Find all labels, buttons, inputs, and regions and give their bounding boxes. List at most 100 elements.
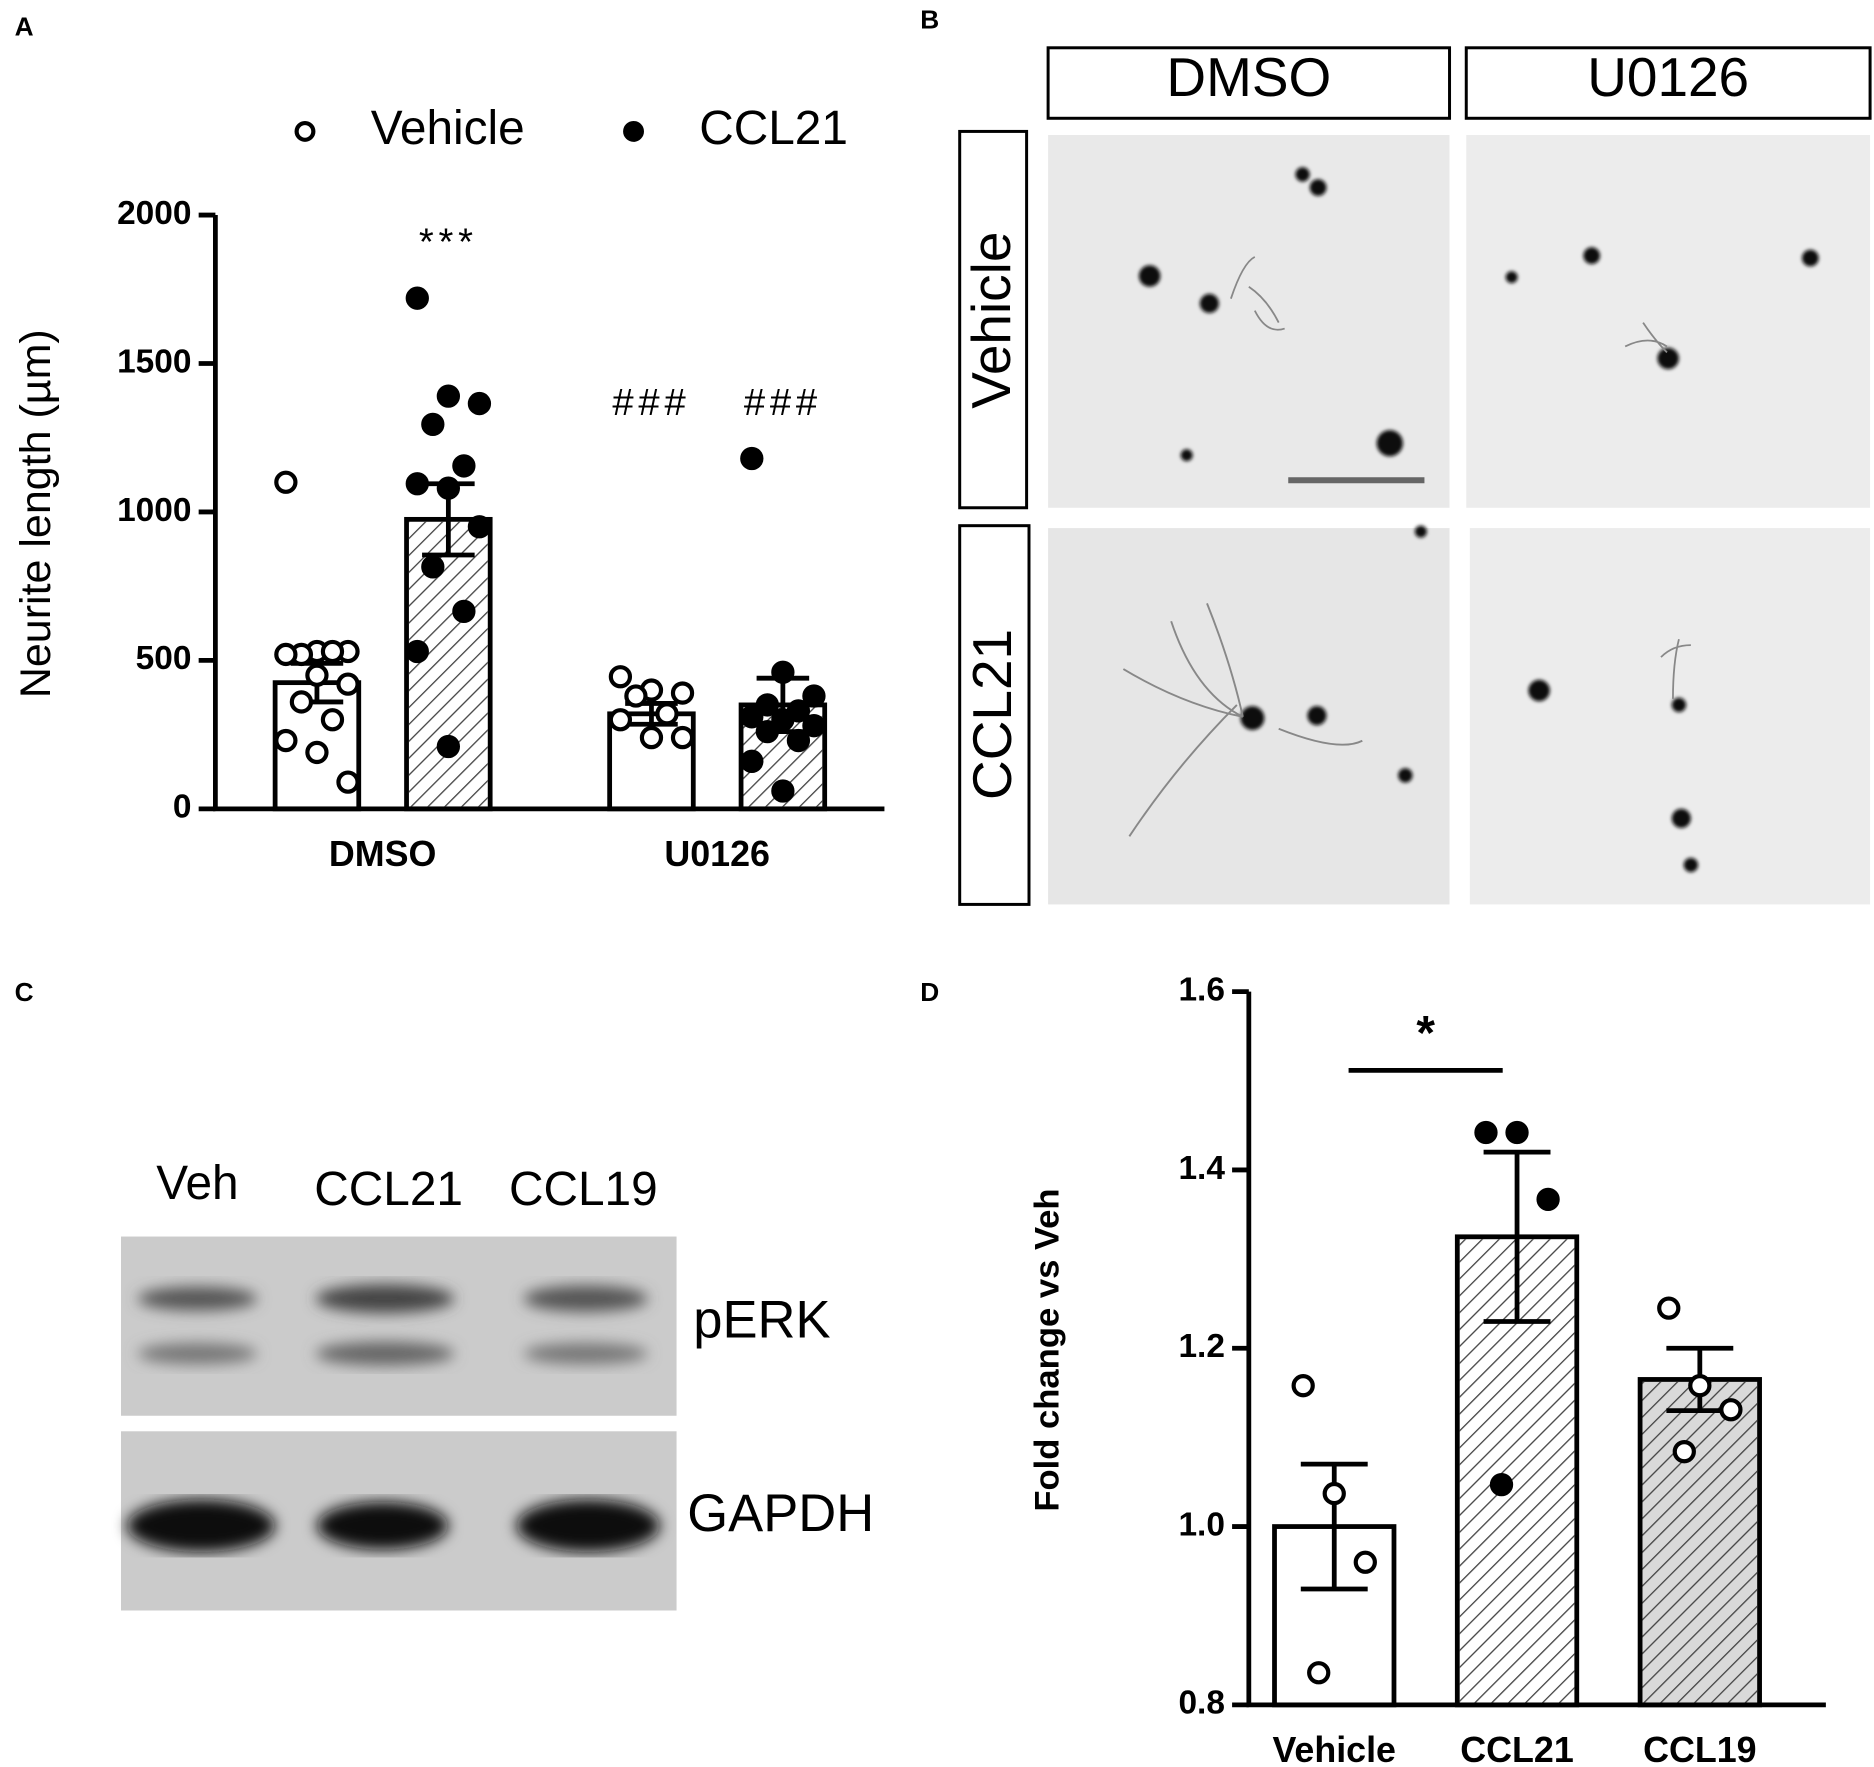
data-point: [755, 719, 779, 744]
error-bar: [1483, 1149, 1551, 1324]
row-header: [958, 129, 1029, 510]
blot-image: [121, 1236, 677, 1416]
data-point: [755, 693, 779, 717]
x-tick-label: U0126: [664, 834, 770, 874]
data-point: [1307, 1661, 1331, 1685]
y-tick-label: 0.8: [1178, 1685, 1224, 1722]
data-point: [802, 714, 826, 738]
y-tick-label: 1.4: [1178, 1150, 1225, 1187]
data-point: [670, 725, 695, 750]
data-point: [670, 681, 695, 705]
legend-label: CCL21: [699, 102, 848, 155]
annotation: ###: [744, 381, 822, 424]
data-point: [305, 740, 329, 765]
legend-label: Vehicle: [371, 102, 525, 155]
data-point: [624, 684, 648, 708]
legend-marker: [623, 120, 644, 142]
data-point: [320, 708, 345, 732]
data-point: [771, 660, 795, 684]
row-label: CCL21: [961, 629, 1023, 800]
data-point: [289, 690, 314, 714]
y-axis-label: Fold change vs Veh: [1028, 1188, 1066, 1511]
x-tick-label: DMSO: [329, 834, 437, 874]
column-header: [1464, 46, 1872, 120]
y-tick-label: 1.0: [1178, 1506, 1224, 1543]
data-point: [436, 384, 461, 408]
panel-label: B: [920, 4, 939, 34]
y-tick-label: 1.6: [1178, 971, 1224, 1008]
y-tick-label: 1000: [117, 492, 191, 529]
data-point: [655, 702, 679, 726]
data-point: [436, 476, 461, 500]
blot-image: [121, 1431, 677, 1611]
x-tick-label: CCL19: [1643, 1730, 1757, 1767]
legend-marker: [294, 120, 316, 142]
data-point: [405, 286, 429, 310]
y-tick-label: 500: [136, 640, 192, 677]
panel-label: A: [15, 12, 34, 42]
annotation: ###: [612, 381, 690, 424]
lane-label: CCL19: [509, 1163, 658, 1216]
lane-label: Veh: [156, 1157, 238, 1210]
data-point: [1291, 1374, 1315, 1398]
data-point: [1719, 1398, 1743, 1422]
band-label: pERK: [693, 1291, 830, 1350]
data-point: [771, 708, 795, 732]
data-point: [608, 708, 633, 732]
annotation: ***: [419, 221, 478, 264]
band-label: GAPDH: [687, 1484, 874, 1543]
column-label: U0126: [1587, 46, 1749, 108]
data-point: [405, 639, 429, 664]
y-tick-label: 1500: [117, 343, 191, 380]
column-label: DMSO: [1166, 46, 1331, 108]
data-point: [436, 734, 461, 759]
data-point: [274, 642, 298, 667]
data-point: [452, 599, 476, 624]
data-point: [336, 770, 360, 794]
data-point: [771, 779, 795, 803]
data-point: [467, 391, 492, 416]
y-axis-label: Neurite length (µm): [12, 329, 60, 698]
data-point: [1672, 1440, 1696, 1464]
data-point: [740, 705, 764, 729]
data-point: [336, 672, 360, 696]
y-tick-label: 2000: [117, 195, 191, 232]
row-label: Vehicle: [960, 232, 1022, 409]
data-point: [1474, 1120, 1498, 1145]
micrograph-image: [1466, 135, 1871, 508]
data-point: [1322, 1481, 1346, 1506]
blot-panel: Veh CCL21 CCL19 pERK GAPDH: [121, 1157, 874, 1611]
significance-label: *: [1416, 1008, 1435, 1061]
bar-hatch: [1642, 1381, 1758, 1703]
data-point: [421, 412, 445, 437]
data-point: [320, 639, 345, 664]
data-point: [786, 728, 811, 753]
bar-hatch: [408, 521, 488, 807]
row-header: [958, 524, 1031, 906]
data-point: [305, 663, 329, 687]
lane-label: CCL21: [314, 1163, 463, 1216]
y-tick-label: 0: [173, 789, 192, 826]
data-point: [452, 454, 476, 478]
micrograph-image: [1469, 528, 1871, 905]
data-point: [467, 515, 492, 539]
data-point: [740, 749, 764, 773]
data-point: [1536, 1187, 1560, 1212]
data-point: [1505, 1120, 1529, 1145]
column-header: [1046, 46, 1452, 120]
data-point: [1657, 1296, 1681, 1320]
x-tick-label: Vehicle: [1272, 1730, 1396, 1767]
micrograph-image: [1048, 525, 1450, 905]
micrograph-panel: DMSO U0126 Vehicle CCL21: [958, 46, 1872, 906]
data-point: [421, 555, 445, 579]
data-point: [802, 684, 826, 708]
panel-label: C: [15, 977, 34, 1007]
x-tick-label: CCL21: [1460, 1730, 1574, 1767]
data-point: [405, 472, 429, 496]
y-tick-label: 1.2: [1178, 1328, 1224, 1365]
data-point: [639, 725, 664, 750]
data-point: [608, 665, 633, 689]
data-point: [1489, 1473, 1514, 1497]
